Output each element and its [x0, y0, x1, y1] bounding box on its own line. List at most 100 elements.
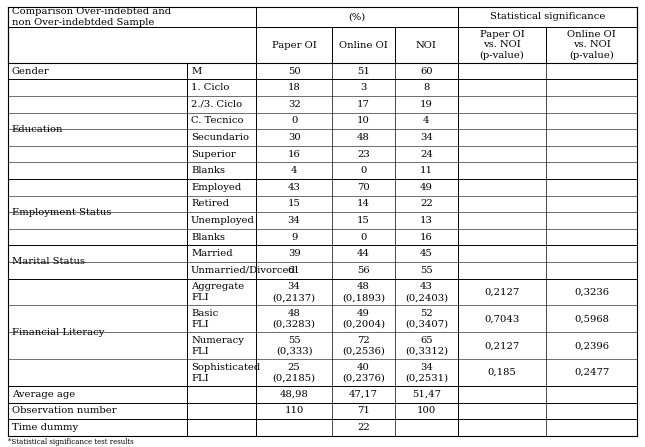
Text: 72
(0,2536): 72 (0,2536) — [342, 336, 385, 356]
Text: 24: 24 — [420, 150, 433, 159]
Text: 34: 34 — [288, 216, 301, 225]
Text: Numeracy
FLI: Numeracy FLI — [191, 336, 244, 356]
Text: 61: 61 — [288, 266, 301, 275]
Text: 0,2127: 0,2127 — [484, 341, 519, 350]
Text: 15: 15 — [288, 199, 301, 208]
Text: 19: 19 — [420, 100, 433, 109]
Text: 3: 3 — [360, 83, 366, 92]
Text: 10: 10 — [357, 116, 370, 126]
Text: 18: 18 — [288, 83, 301, 92]
Text: 49
(0,2004): 49 (0,2004) — [342, 309, 385, 329]
Text: 56: 56 — [357, 266, 370, 275]
Text: 50: 50 — [288, 67, 301, 76]
Text: Financial Literacy: Financial Literacy — [12, 328, 104, 337]
Text: C. Tecnico: C. Tecnico — [191, 116, 244, 126]
Text: Superior: Superior — [191, 150, 236, 159]
Text: 23: 23 — [357, 150, 370, 159]
Text: Sophisticated
FLI: Sophisticated FLI — [191, 363, 261, 383]
Text: Marital Status: Marital Status — [12, 257, 84, 266]
Text: 39: 39 — [288, 249, 301, 258]
Text: 55
(0,333): 55 (0,333) — [276, 336, 312, 356]
Text: Average age: Average age — [12, 390, 75, 399]
Text: Comparison Over-indebted and
non Over-indebtded Sample: Comparison Over-indebted and non Over-in… — [12, 7, 171, 27]
Text: 4: 4 — [291, 166, 297, 175]
Text: 52
(0,3407): 52 (0,3407) — [405, 309, 448, 329]
Text: Paper OI: Paper OI — [272, 41, 317, 50]
Text: 30: 30 — [288, 133, 301, 142]
Text: 13: 13 — [420, 216, 433, 225]
Text: 34: 34 — [420, 133, 433, 142]
Text: Gender: Gender — [12, 67, 50, 76]
Text: 34
(0,2137): 34 (0,2137) — [273, 282, 316, 302]
Text: 15: 15 — [357, 216, 370, 225]
Text: 51: 51 — [357, 67, 370, 76]
Text: Online OI
vs. NOI
(p-value): Online OI vs. NOI (p-value) — [567, 30, 616, 60]
Text: 8: 8 — [423, 83, 430, 92]
Text: Employed: Employed — [191, 183, 241, 192]
Text: 32: 32 — [288, 100, 301, 109]
Text: *Statistical significance test results: *Statistical significance test results — [8, 438, 134, 446]
Text: 44: 44 — [357, 249, 370, 258]
Text: 48,98: 48,98 — [280, 390, 308, 399]
Text: 51,47: 51,47 — [412, 390, 441, 399]
Text: 34
(0,2531): 34 (0,2531) — [405, 363, 448, 383]
Text: Blanks: Blanks — [191, 166, 225, 175]
Text: 110: 110 — [284, 406, 304, 415]
Text: 4: 4 — [423, 116, 430, 126]
Text: 70: 70 — [357, 183, 370, 192]
Text: 0,7043: 0,7043 — [484, 314, 519, 323]
Text: 22: 22 — [357, 423, 370, 432]
Text: Retired: Retired — [191, 199, 229, 208]
Text: Aggregate
FLI: Aggregate FLI — [191, 282, 244, 302]
Text: 48
(0,1893): 48 (0,1893) — [342, 282, 385, 302]
Text: NOI: NOI — [416, 41, 437, 50]
Text: 14: 14 — [357, 199, 370, 208]
Text: Basic
FLI: Basic FLI — [191, 309, 218, 329]
Text: 43
(0,2403): 43 (0,2403) — [405, 282, 448, 302]
Text: Observation number: Observation number — [12, 406, 116, 415]
Text: Time dummy: Time dummy — [12, 423, 78, 432]
Text: 48
(0,3283): 48 (0,3283) — [273, 309, 315, 329]
Text: 40
(0,2376): 40 (0,2376) — [342, 363, 385, 383]
Text: 16: 16 — [288, 150, 301, 159]
Text: Unemployed: Unemployed — [191, 216, 255, 225]
Text: 2./3. Ciclo: 2./3. Ciclo — [191, 100, 242, 109]
Text: 0,5968: 0,5968 — [574, 314, 609, 323]
Text: 55: 55 — [420, 266, 433, 275]
Text: 65
(0,3312): 65 (0,3312) — [405, 336, 448, 356]
Text: 1. Ciclo: 1. Ciclo — [191, 83, 230, 92]
Text: 0,185: 0,185 — [488, 368, 517, 377]
Text: 25
(0,2185): 25 (0,2185) — [273, 363, 316, 383]
Text: Employment Status: Employment Status — [12, 208, 111, 217]
Text: M: M — [191, 67, 201, 76]
Text: 47,17: 47,17 — [349, 390, 378, 399]
Text: 0: 0 — [360, 232, 366, 241]
Text: 60: 60 — [420, 67, 433, 76]
Text: Blanks: Blanks — [191, 232, 225, 241]
Text: 0,3236: 0,3236 — [574, 287, 609, 296]
Text: 43: 43 — [288, 183, 301, 192]
Text: Education: Education — [12, 125, 63, 134]
Text: 48: 48 — [357, 133, 370, 142]
Text: 9: 9 — [291, 232, 297, 241]
Text: (%): (%) — [348, 13, 366, 21]
Text: Paper OI
vs. NOI
(p-value): Paper OI vs. NOI (p-value) — [479, 30, 524, 60]
Text: 16: 16 — [420, 232, 433, 241]
Text: 49: 49 — [420, 183, 433, 192]
Text: 45: 45 — [420, 249, 433, 258]
Text: Married: Married — [191, 249, 233, 258]
Text: 71: 71 — [357, 406, 370, 415]
Text: 0,2396: 0,2396 — [574, 341, 609, 350]
Text: 0,2127: 0,2127 — [484, 287, 519, 296]
Text: Secundario: Secundario — [191, 133, 249, 142]
Text: 11: 11 — [420, 166, 433, 175]
Text: 100: 100 — [417, 406, 436, 415]
Text: Online OI: Online OI — [339, 41, 388, 50]
Text: Unmarried/Divorced: Unmarried/Divorced — [191, 266, 296, 275]
Text: 17: 17 — [357, 100, 370, 109]
Text: 0: 0 — [360, 166, 366, 175]
Text: Statistical significance: Statistical significance — [490, 13, 605, 21]
Text: 0: 0 — [291, 116, 297, 126]
Text: 22: 22 — [420, 199, 433, 208]
Text: 0,2477: 0,2477 — [574, 368, 610, 377]
